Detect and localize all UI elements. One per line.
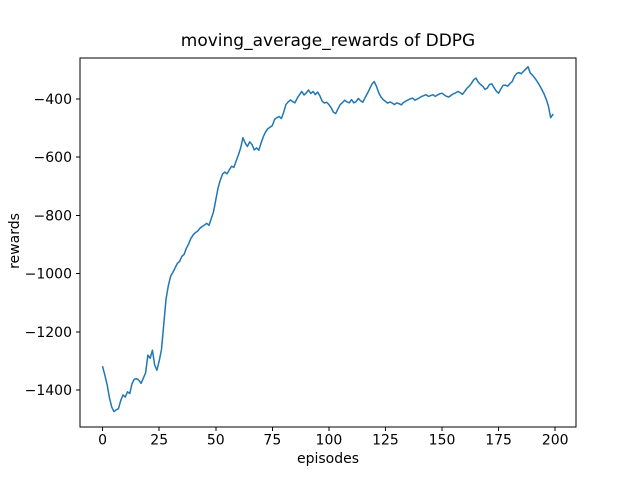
axes-frame: [79, 57, 577, 428]
y-tick-label: −1200: [25, 325, 72, 341]
y-tick-label: −1000: [25, 267, 72, 283]
x-tick-label: 75: [263, 433, 281, 449]
x-axis-ticks: 0 25 50 75 100 125 150 175 200: [98, 427, 569, 449]
x-axis-label: episodes: [296, 451, 360, 467]
y-axis-label: rewards: [7, 213, 23, 269]
series-line-moving_average_rewards: [101, 65, 554, 413]
y-tick-label: −1400: [25, 383, 72, 399]
y-tick-label: −600: [34, 150, 72, 166]
x-tick-label: 175: [485, 433, 512, 449]
x-tick-label: 50: [207, 433, 225, 449]
y-tick-label: −400: [34, 92, 72, 108]
chart-title: moving_average_rewards of DDPG: [180, 31, 476, 51]
x-tick-label: 125: [372, 433, 399, 449]
x-tick-label: 25: [150, 433, 168, 449]
y-axis-ticks: −400 −600 −800 −1000 −1200 −1400: [25, 92, 80, 399]
x-tick-label: 0: [98, 433, 107, 449]
x-tick-label: 150: [429, 433, 456, 449]
y-tick-label: −800: [34, 208, 72, 224]
x-tick-label: 200: [542, 433, 569, 449]
x-tick-label: 100: [316, 433, 343, 449]
